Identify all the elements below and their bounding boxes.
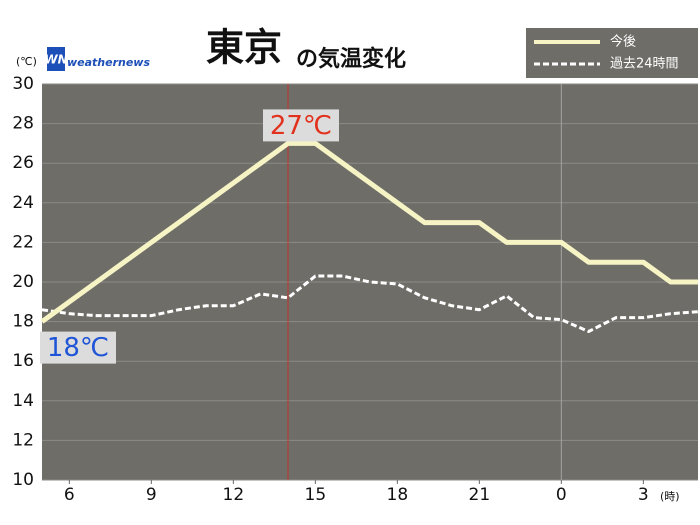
x-tick-label: 21 [469,485,491,505]
y-tick-label: 28 [12,114,34,134]
legend-label: 過去24時間 [610,57,679,72]
y-tick-label: 24 [12,193,34,213]
annotation-label: 27℃ [270,111,332,141]
annotation-box [263,109,339,142]
x-tick-label: 15 [305,485,327,505]
y-tick-label: 16 [12,351,34,371]
logo-mark: WN [44,53,67,67]
y-tick-label: 12 [12,430,34,450]
y-tick-label: 10 [12,470,34,490]
logo-mark-box [47,47,65,71]
y-tick-label: 20 [12,272,34,292]
y-tick-label: 14 [12,391,34,411]
legend [526,28,698,78]
x-tick-label: 0 [556,485,567,505]
x-tick-label: 9 [146,485,157,505]
chart-title: 東京 [206,26,282,70]
y-tick-label: 26 [12,153,34,173]
logo: weathernews [67,56,150,69]
x-tick-label: 6 [64,485,75,505]
y-tick-label: 22 [12,232,34,252]
y-tick-label: 18 [12,312,34,332]
x-unit: (時) [660,490,680,503]
x-tick-label: 12 [223,485,245,505]
x-tick-label: 18 [387,485,409,505]
legend-label: 今後 [610,34,636,50]
y-unit: (℃) [16,55,37,68]
series-line [40,140,698,324]
y-tick-label: 30 [12,74,34,94]
annotation-box [40,331,116,364]
x-tick-label: 3 [638,485,649,505]
chart-subtitle: の気温変化 [296,46,406,72]
series-line [41,274,699,333]
annotation-label: 18℃ [47,333,109,363]
